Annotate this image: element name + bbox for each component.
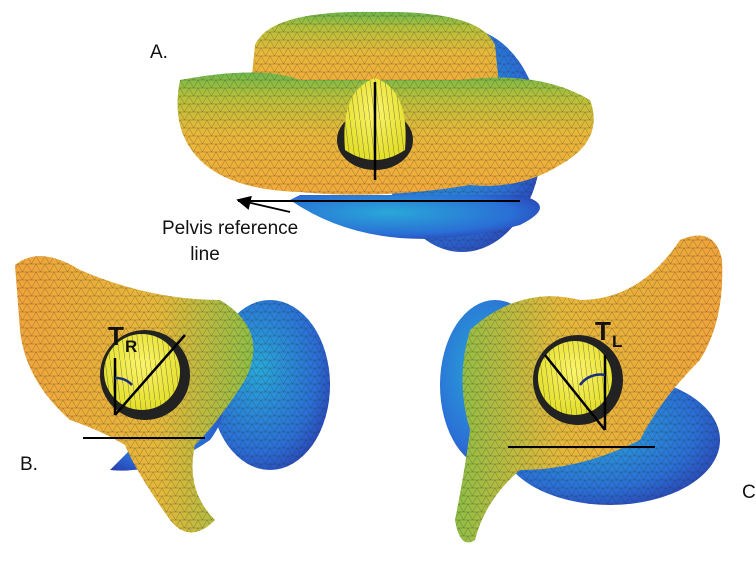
panel-label: A. xyxy=(150,42,168,63)
panel-label: B. xyxy=(20,454,38,475)
angle-subscript: R xyxy=(125,337,137,356)
angle-symbol: T xyxy=(108,321,124,351)
angle-symbol: T xyxy=(595,316,611,346)
annotation-line: line xyxy=(190,244,220,265)
annotation-line: Pelvis reference xyxy=(162,218,298,239)
panel-b: T R B. xyxy=(15,256,330,532)
panel-a: A. xyxy=(150,12,594,252)
panel-label: C xyxy=(742,482,756,503)
panel-c: T L C xyxy=(440,236,756,543)
angle-subscript: L xyxy=(612,332,622,351)
figure: A. Pelvis reference line T R B. T L xyxy=(0,0,756,561)
